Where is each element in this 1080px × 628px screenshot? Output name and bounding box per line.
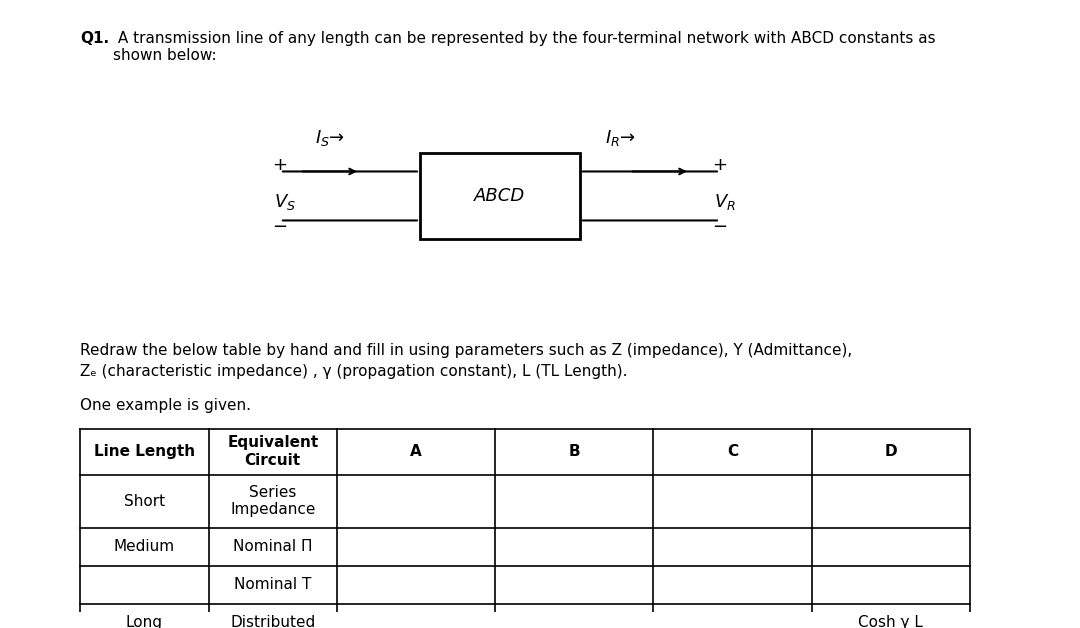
Text: ABCD: ABCD [474, 187, 526, 205]
Text: −: − [713, 217, 728, 236]
Text: C: C [727, 444, 738, 459]
Text: Nominal Π: Nominal Π [233, 539, 312, 555]
Text: Line Length: Line Length [94, 444, 194, 459]
Text: Series
Impedance: Series Impedance [230, 485, 315, 517]
Text: −: − [272, 217, 287, 236]
Text: Medium: Medium [113, 539, 175, 555]
Text: $I_S$→: $I_S$→ [315, 127, 345, 148]
Text: Redraw the below table by hand and fill in using parameters such as Z (impedance: Redraw the below table by hand and fill … [80, 343, 852, 379]
Text: $V_S$: $V_S$ [274, 192, 296, 212]
Text: One example is given.: One example is given. [80, 398, 251, 413]
Text: Nominal T: Nominal T [234, 577, 311, 592]
Text: Long: Long [125, 615, 163, 628]
Text: A transmission line of any length can be represented by the four-terminal networ: A transmission line of any length can be… [113, 31, 935, 63]
Text: $V_R$: $V_R$ [714, 192, 735, 212]
Text: Distributed: Distributed [230, 615, 315, 628]
Text: D: D [885, 444, 897, 459]
Text: +: + [272, 156, 287, 175]
Text: +: + [713, 156, 727, 175]
Text: B: B [568, 444, 580, 459]
Text: Short: Short [124, 494, 165, 509]
Text: A: A [410, 444, 422, 459]
Text: $I_R$→: $I_R$→ [605, 127, 635, 148]
Text: Cosh γ L: Cosh γ L [859, 615, 923, 628]
Text: Equivalent
Circuit: Equivalent Circuit [227, 435, 319, 468]
Text: Q1.: Q1. [80, 31, 109, 46]
FancyBboxPatch shape [420, 153, 580, 239]
